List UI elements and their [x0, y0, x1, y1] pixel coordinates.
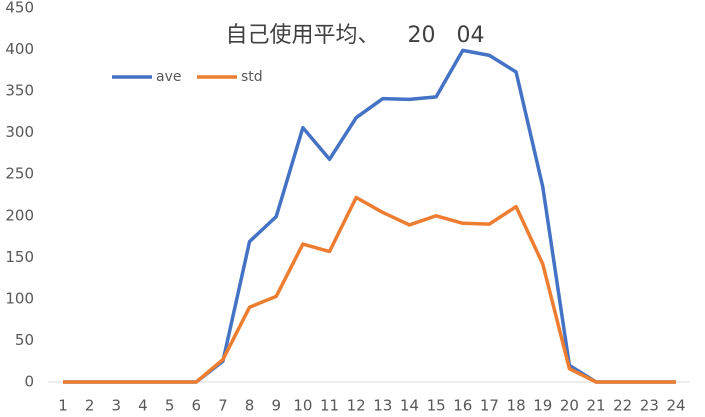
chart-title: 自己使用平均、 20 04 [226, 23, 485, 48]
x-tick-label: 4 [138, 397, 148, 415]
data-line [63, 48, 676, 384]
legend-label: std [241, 69, 263, 85]
y-tick-label: 50 [15, 331, 34, 349]
x-tick-label: 1 [58, 397, 68, 415]
y-tick-label: 400 [5, 40, 34, 58]
y-tick-label: 150 [5, 248, 34, 266]
y-tick-label: 100 [5, 289, 34, 307]
data-line [63, 195, 676, 384]
x-tick-label: 10 [293, 397, 312, 415]
x-tick-label: 3 [112, 397, 122, 415]
y-tick-label: 350 [5, 82, 34, 100]
y-tick-label: 250 [5, 165, 34, 183]
x-tick-label: 12 [347, 397, 366, 415]
x-tick-label: 2 [85, 397, 95, 415]
x-tick-label: 20 [560, 397, 579, 415]
x-tick-label: 14 [400, 397, 419, 415]
y-tick-label: 200 [5, 206, 34, 224]
x-tick-label: 8 [245, 397, 255, 415]
x-tick-label: 23 [640, 397, 659, 415]
x-tick-label: 18 [507, 397, 526, 415]
x-tick-label: 7 [218, 397, 228, 415]
y-tick-label: 450 [5, 0, 34, 17]
x-tick-label: 11 [320, 397, 339, 415]
x-tick-label: 5 [165, 397, 175, 415]
y-tick-label: 300 [5, 123, 34, 141]
x-tick-label: 22 [613, 397, 632, 415]
x-tick-label: 19 [533, 397, 552, 415]
x-tick-label: 17 [480, 397, 499, 415]
x-tick-label: 15 [427, 397, 446, 415]
x-tick-label: 16 [453, 397, 472, 415]
x-tick-label: 21 [586, 397, 605, 415]
x-tick-label: 9 [271, 397, 281, 415]
x-tick-label: 6 [191, 397, 201, 415]
x-tick-label: 13 [373, 397, 392, 415]
x-tick-label: 24 [666, 397, 685, 415]
y-tick-label: 0 [24, 373, 34, 391]
legend-label: ave [156, 69, 181, 85]
